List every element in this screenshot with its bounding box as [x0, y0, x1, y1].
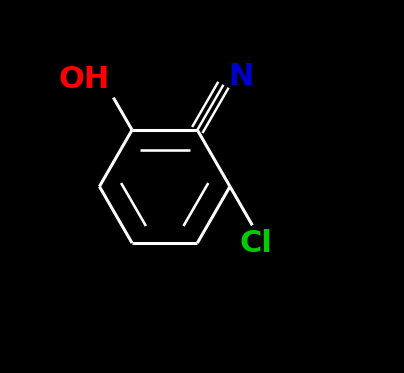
Text: N: N [228, 62, 253, 91]
Text: OH: OH [59, 65, 109, 94]
Text: Cl: Cl [240, 229, 273, 258]
